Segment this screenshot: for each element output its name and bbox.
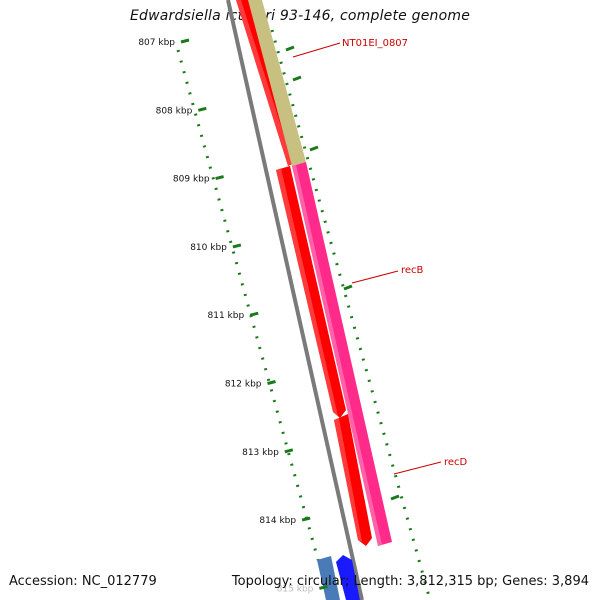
ruler-tick-mark (215, 175, 224, 181)
ruler-outer-tick (285, 45, 295, 52)
map-title: Edwardsiella ictaluri 93-146, complete g… (129, 8, 471, 24)
ruler-tick-label: 814 kbp (259, 516, 296, 526)
accession-text: Accession: NC_012779 (9, 574, 157, 589)
ruler-outer-tick (390, 494, 400, 501)
ruler-outer-tick (292, 75, 302, 82)
gene-nt01ei-0807[interactable] (248, 0, 306, 166)
ruler-tick-mark (249, 311, 259, 317)
ruler-tick: 808 kbp (156, 106, 207, 116)
track-layer (226, 0, 392, 600)
gene-blue-bottom (336, 555, 360, 600)
genome-backbone (226, 0, 364, 600)
gene-label-nt01ei-0807[interactable]: NT01EI_0807 (292, 38, 408, 58)
gene-steelblue-bottom (317, 556, 340, 600)
ruler-tick-label: 811 kbp (208, 311, 245, 321)
ruler-tick: 813 kbp (242, 448, 294, 458)
ruler-tick-mark (267, 380, 276, 385)
ruler-tick-label: 809 kbp (173, 175, 210, 185)
ruler-tick: 811 kbp (208, 311, 259, 321)
ruler-tick-mark (319, 584, 328, 590)
ruler-ticks: 807 kbp 808 kbp 809 kbp 810 kbp 811 kbp 812 k… (138, 38, 328, 594)
ruler-tick: 815 kbp (277, 584, 328, 594)
ruler-tick-mark (301, 516, 311, 522)
ruler-line-inner (176, 49, 320, 561)
gene-label-text: recB (401, 265, 424, 276)
gene-label-leader (292, 42, 341, 58)
ruler-tick: 812 kbp (225, 380, 276, 390)
gene-label-leader (351, 270, 399, 284)
ruler-outer-tick (309, 145, 319, 152)
ruler-tick-mark (284, 448, 294, 454)
ruler-tick-mark (180, 38, 190, 44)
ruler-outer-tick (343, 284, 353, 291)
ruler-tick-mark (197, 106, 207, 112)
ruler-tick: 814 kbp (259, 516, 311, 526)
gene-labels: NT01EI_0807 recB recD (292, 38, 468, 475)
gene-label-text: recD (444, 457, 468, 468)
ruler-tick: 809 kbp (173, 175, 224, 185)
gene-label-leader (393, 461, 442, 475)
ruler-tick-label: 812 kbp (225, 380, 262, 390)
ruler-tick-label: 807 kbp (138, 38, 175, 48)
ruler-tick: 807 kbp (138, 38, 190, 48)
ruler-tick-label: 810 kbp (190, 243, 227, 253)
gene-label-recb[interactable]: recB (351, 265, 424, 284)
ruler-line-outer (270, 29, 432, 600)
genome-summary-text: Topology: circular; Length: 3,812,315 bp… (231, 574, 589, 589)
ruler-layer (176, 29, 432, 600)
ruler-tick: 810 kbp (190, 243, 242, 253)
ruler-tick-mark (232, 243, 242, 249)
ruler-tick-label: 808 kbp (156, 106, 193, 116)
gene-label-text: NT01EI_0807 (342, 38, 408, 49)
ruler-tick-label: 813 kbp (242, 448, 279, 458)
gene-label-recd[interactable]: recD (393, 457, 468, 475)
ruler-tick-label: 815 kbp (277, 584, 314, 594)
